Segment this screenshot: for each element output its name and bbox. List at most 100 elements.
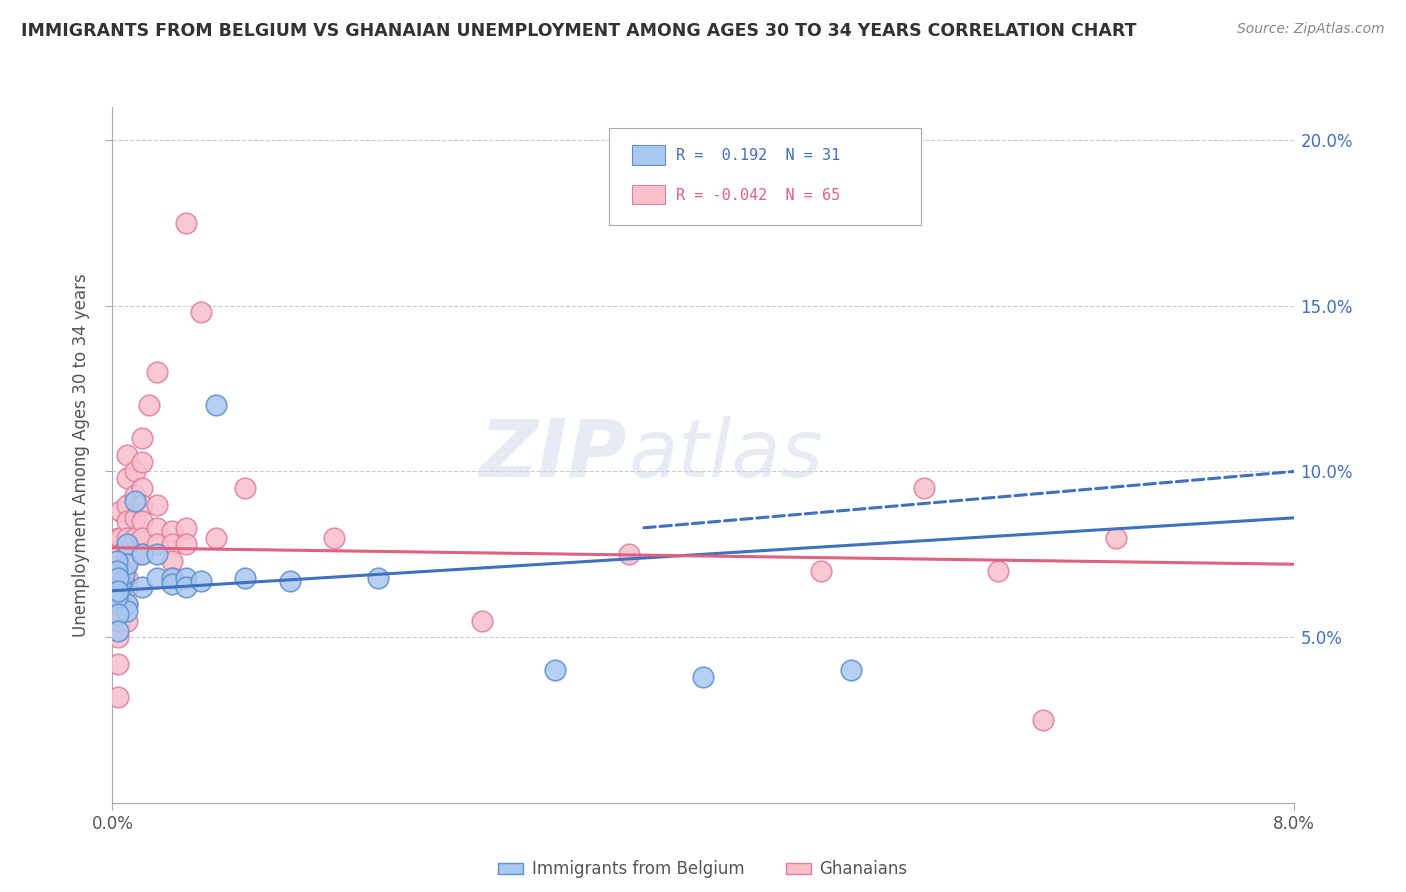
Point <box>1105 531 1128 545</box>
Point <box>544 663 567 677</box>
Text: R = -0.042  N = 65: R = -0.042 N = 65 <box>676 188 841 202</box>
Point <box>131 531 153 545</box>
Point <box>117 558 138 572</box>
Point <box>108 587 131 601</box>
Point <box>105 554 128 568</box>
Point <box>810 564 832 578</box>
Point <box>174 216 197 230</box>
Point <box>160 554 183 568</box>
Point <box>108 581 131 595</box>
Point <box>190 574 212 588</box>
Point <box>839 663 862 677</box>
FancyBboxPatch shape <box>633 145 665 165</box>
Point <box>107 690 129 704</box>
Point <box>124 531 146 545</box>
Point <box>117 597 138 611</box>
Point <box>174 537 197 551</box>
Text: IMMIGRANTS FROM BELGIUM VS GHANAIAN UNEMPLOYMENT AMONG AGES 30 TO 34 YEARS CORRE: IMMIGRANTS FROM BELGIUM VS GHANAIAN UNEM… <box>21 22 1136 40</box>
Point <box>131 454 153 468</box>
Point <box>107 597 129 611</box>
Point <box>105 581 128 595</box>
Legend: Immigrants from Belgium, Ghanaians: Immigrants from Belgium, Ghanaians <box>492 854 914 885</box>
Point <box>278 574 301 588</box>
FancyBboxPatch shape <box>609 128 921 226</box>
Point <box>117 597 138 611</box>
Point <box>108 614 131 628</box>
Point <box>471 614 494 628</box>
Y-axis label: Unemployment Among Ages 30 to 34 years: Unemployment Among Ages 30 to 34 years <box>72 273 90 637</box>
Point <box>160 577 183 591</box>
Point <box>107 547 129 561</box>
Text: atlas: atlas <box>628 416 824 494</box>
Point <box>205 398 228 412</box>
Text: Source: ZipAtlas.com: Source: ZipAtlas.com <box>1237 22 1385 37</box>
Point <box>146 521 169 535</box>
Point <box>117 547 138 561</box>
Point <box>160 570 183 584</box>
Point <box>131 547 153 561</box>
Point <box>124 547 146 561</box>
Point <box>619 547 641 561</box>
Point <box>131 431 153 445</box>
Point <box>146 570 169 584</box>
Point <box>117 604 138 618</box>
Point <box>108 564 131 578</box>
Point <box>692 670 714 684</box>
Point <box>160 570 183 584</box>
Point <box>174 570 197 584</box>
Point <box>107 624 129 638</box>
Point <box>112 567 135 582</box>
Point <box>131 498 153 512</box>
Point <box>124 511 146 525</box>
Point <box>107 581 129 595</box>
Point <box>987 564 1010 578</box>
Point <box>105 570 128 584</box>
Point <box>190 305 212 319</box>
Point <box>1032 713 1054 727</box>
Point <box>108 577 131 591</box>
Point <box>107 583 129 598</box>
Point <box>160 537 183 551</box>
Point <box>117 498 138 512</box>
Point <box>108 531 131 545</box>
Point <box>131 547 153 561</box>
Point <box>146 547 169 561</box>
Point <box>108 504 131 518</box>
Point <box>117 570 138 584</box>
Point <box>233 570 256 584</box>
Point <box>105 564 128 578</box>
Point <box>146 537 169 551</box>
Point <box>160 524 183 538</box>
Point <box>108 597 131 611</box>
Point <box>138 398 160 412</box>
Point <box>107 657 129 671</box>
Point <box>124 494 146 508</box>
Point <box>146 498 169 512</box>
Point <box>323 531 346 545</box>
Point <box>367 570 389 584</box>
Point <box>117 558 138 572</box>
Point <box>107 607 129 621</box>
Point <box>124 488 146 502</box>
Point <box>205 531 228 545</box>
Text: R =  0.192  N = 31: R = 0.192 N = 31 <box>676 147 841 162</box>
Point <box>174 581 197 595</box>
Point <box>107 614 129 628</box>
Point <box>107 630 129 644</box>
Text: ZIP: ZIP <box>479 416 626 494</box>
Point <box>117 448 138 462</box>
Point <box>131 481 153 495</box>
FancyBboxPatch shape <box>633 185 665 204</box>
Point <box>131 581 153 595</box>
Point <box>117 514 138 528</box>
Point <box>117 537 138 551</box>
Point <box>117 581 138 595</box>
Point <box>174 521 197 535</box>
Point <box>146 365 169 379</box>
Point <box>914 481 936 495</box>
Point <box>124 465 146 479</box>
Point <box>105 591 128 605</box>
Point <box>107 564 129 578</box>
Point <box>117 614 138 628</box>
Point <box>117 531 138 545</box>
